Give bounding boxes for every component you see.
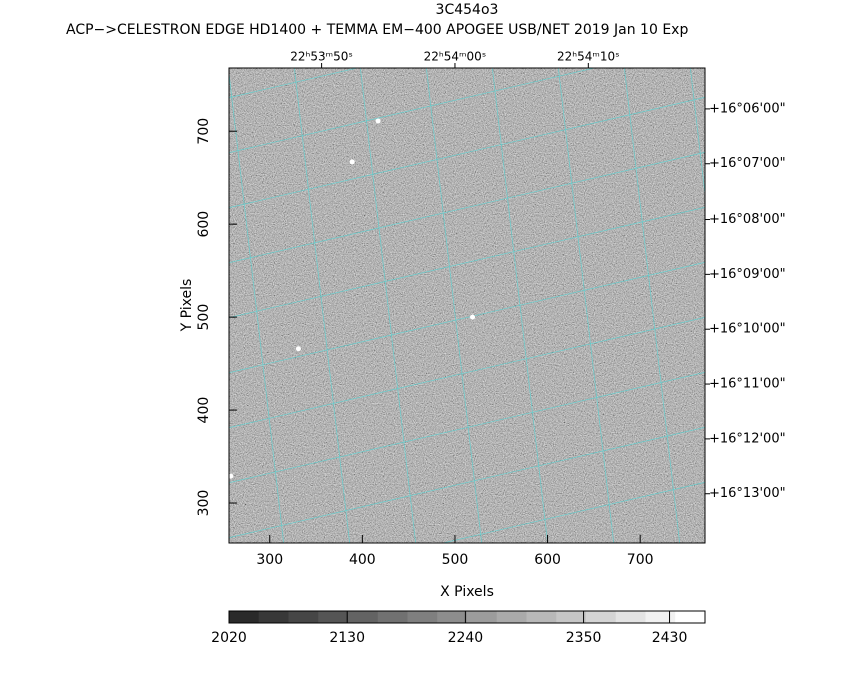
colorbar-cell xyxy=(288,611,319,623)
dec-tick-label: +16°13'00" xyxy=(709,486,786,501)
colorbar-cell xyxy=(407,611,438,623)
colorbar-cell xyxy=(318,611,349,623)
colorbar-cell xyxy=(556,611,587,623)
grid-line-ra xyxy=(229,70,285,543)
colorbar-cell xyxy=(615,611,646,623)
grid-line-dec xyxy=(229,261,705,374)
image-noise xyxy=(229,68,705,543)
grid-line-dec xyxy=(229,151,705,264)
x-axis-label: X Pixels xyxy=(440,584,494,600)
grid-line-dec xyxy=(229,68,597,154)
y-tick-label: 600 xyxy=(196,211,212,238)
dec-tick-label: +16°08'00" xyxy=(709,212,786,227)
y-tick-label: 400 xyxy=(196,397,212,424)
colorbar-cell xyxy=(496,611,527,623)
x-tick-label: 400 xyxy=(349,552,376,568)
grid-line-dec xyxy=(229,206,705,319)
grid-line-dec xyxy=(229,68,359,99)
source xyxy=(375,118,381,124)
grid-line-ra xyxy=(94,48,154,563)
grid-line-ra xyxy=(689,68,705,198)
colorbar-tick-label: 2350 xyxy=(566,630,602,646)
colorbar-tick-label: 2240 xyxy=(448,630,484,646)
ra-tick-label: 22ʰ53ᵐ50ˢ xyxy=(290,50,353,64)
colorbar-cell xyxy=(675,611,706,623)
colorbar-cell xyxy=(645,611,676,623)
x-tick-label: 300 xyxy=(256,552,283,568)
colorbar-cell xyxy=(229,611,260,623)
grid-line-ra xyxy=(28,48,88,563)
grid-line-dec xyxy=(229,96,705,209)
grid-line-ra xyxy=(0,48,22,563)
dec-tick-label: +16°11'00" xyxy=(709,377,786,392)
grid-line-ra xyxy=(293,68,351,543)
dec-tick-label: +16°07'00" xyxy=(709,156,786,171)
colorbar: 2020 2130 2240 2350 2430 xyxy=(211,610,706,646)
colorbar-cell xyxy=(467,611,498,623)
chart-title: 3C454o3 xyxy=(436,2,499,18)
grid-line-ra xyxy=(623,68,681,543)
grid-line-ra xyxy=(359,68,417,543)
grid-line-dec xyxy=(229,426,705,539)
colorbar-cell xyxy=(348,611,379,623)
colorbar-cell xyxy=(586,611,617,623)
colorbar-cell xyxy=(437,611,468,623)
grid-line-ra xyxy=(491,68,549,543)
x-tick-label: 700 xyxy=(627,552,654,568)
y-tick-label: 500 xyxy=(196,304,212,331)
ra-tick-label: 22ʰ54ᵐ00ˢ xyxy=(424,50,487,64)
grid-line-dec xyxy=(229,371,705,484)
x-tick-label: 500 xyxy=(442,552,469,568)
dec-tick-label: +16°06'00" xyxy=(709,101,786,116)
x-tick-label: 600 xyxy=(534,552,561,568)
dec-tick-label: +16°09'00" xyxy=(709,267,786,282)
sources xyxy=(229,118,476,479)
y-tick-label: 700 xyxy=(196,118,212,145)
dec-tick-label: +16°12'00" xyxy=(709,431,786,446)
y-tick-label: 300 xyxy=(196,490,212,517)
y-axis-label: Y Pixels xyxy=(179,279,195,333)
dec-tick-label: +16°10'00" xyxy=(709,322,786,337)
grid-line-ra xyxy=(425,68,483,543)
colorbar-tick-label: 2130 xyxy=(329,630,365,646)
colorbar-cell xyxy=(526,611,557,623)
colorbar-cell xyxy=(258,611,289,623)
grid-line-dec xyxy=(229,316,705,429)
source xyxy=(349,159,355,165)
plot-frame xyxy=(228,67,706,544)
ra-tick-label: 22ʰ54ᵐ10ˢ xyxy=(557,50,620,64)
grid-line-ra xyxy=(557,68,615,543)
source xyxy=(229,473,234,479)
colorbar-cell xyxy=(377,611,408,623)
colorbar-tick-label: 2430 xyxy=(652,630,688,646)
grid-line-dec xyxy=(441,481,705,543)
chart-subtitle: ACP−>CELESTRON EDGE HD1400 + TEMMA EM−40… xyxy=(66,22,688,38)
source xyxy=(295,346,301,352)
colorbar-tick-label: 2020 xyxy=(211,630,247,646)
source xyxy=(470,314,476,320)
wcs-grid xyxy=(0,48,705,563)
